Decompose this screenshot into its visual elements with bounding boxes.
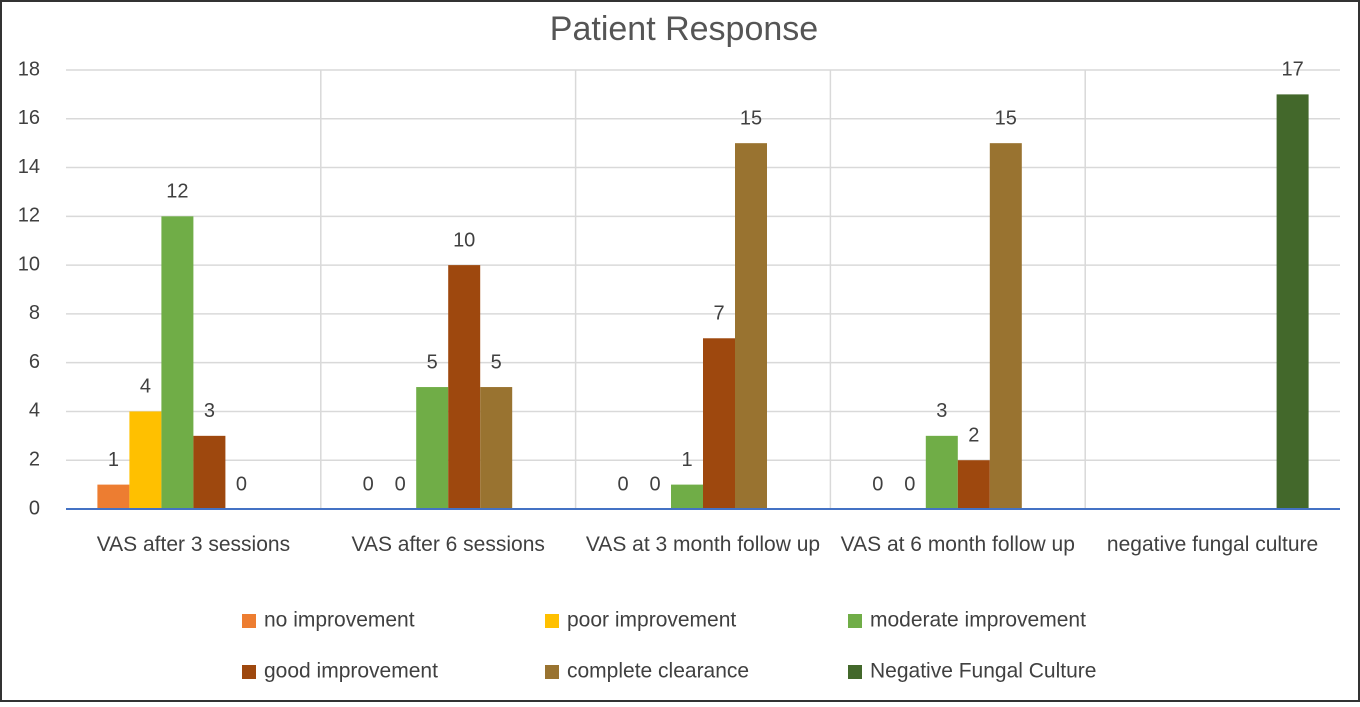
- y-tick-label: 8: [29, 302, 40, 324]
- y-tick-label: 10: [18, 253, 40, 275]
- bar: [925, 435, 958, 509]
- bar: [671, 484, 703, 509]
- data-label: 12: [166, 181, 188, 203]
- y-tick-label: 16: [18, 107, 40, 129]
- data-label: 5: [427, 351, 438, 373]
- data-label: 2: [968, 425, 979, 447]
- legend-label: good improvement: [264, 660, 438, 683]
- data-label: 7: [713, 303, 724, 325]
- x-tick-label: VAS at 6 month follow up: [840, 533, 1075, 556]
- data-label: 0: [236, 473, 247, 495]
- x-tick-label-box: VAS at 6 month follow up: [840, 533, 1075, 556]
- data-label: 5: [491, 351, 502, 373]
- legend-swatch: [545, 614, 559, 628]
- chart-title: Patient Response: [550, 10, 818, 48]
- bar: [480, 387, 513, 509]
- bar: [161, 216, 194, 510]
- data-label: 10: [453, 229, 475, 251]
- y-tick-label: 0: [29, 497, 40, 519]
- legend-label: complete clearance: [567, 660, 749, 683]
- legend-swatch: [242, 665, 256, 679]
- y-tick-label: 6: [29, 351, 40, 373]
- legend-swatch: [242, 614, 256, 628]
- data-label: 1: [681, 449, 692, 471]
- data-label: 0: [904, 473, 915, 495]
- y-tick-label: 4: [29, 400, 40, 422]
- legend-swatch: [545, 665, 559, 679]
- data-label: 15: [995, 107, 1017, 129]
- y-tick-label: 18: [18, 58, 40, 80]
- data-label: 0: [872, 473, 883, 495]
- bar: [448, 265, 481, 509]
- bar: [97, 484, 130, 509]
- legend-label: Negative Fungal Culture: [870, 660, 1096, 683]
- data-label: 15: [740, 107, 762, 129]
- data-label: 3: [936, 400, 947, 422]
- bar: [1276, 94, 1309, 509]
- x-tick-label-box: VAS at 3 month follow up: [585, 533, 821, 556]
- x-tick-label: VAS at 3 month follow up: [585, 533, 821, 556]
- bar: [193, 435, 226, 509]
- data-label: 3: [204, 400, 215, 422]
- x-tick-label: VAS after 6 sessions: [351, 533, 545, 556]
- bar: [989, 143, 1022, 509]
- data-label: 4: [140, 376, 151, 398]
- x-tick-label-box: VAS after 3 sessions: [96, 533, 291, 556]
- y-tick-label: 14: [18, 156, 40, 178]
- x-tick-label: negative fungal culture: [1106, 533, 1319, 556]
- legend-label: no improvement: [264, 609, 415, 632]
- data-label: 17: [1281, 59, 1303, 81]
- x-tick-label: VAS after 3 sessions: [96, 533, 291, 556]
- x-tick-label-box: negative fungal culture: [1106, 533, 1319, 556]
- data-label: 0: [363, 473, 374, 495]
- legend-label: moderate improvement: [870, 609, 1086, 632]
- data-label: 0: [395, 473, 406, 495]
- bar: [416, 387, 449, 509]
- data-label: 0: [649, 473, 660, 495]
- y-tick-label: 12: [18, 205, 40, 227]
- bar: [957, 460, 990, 509]
- legend-swatch: [848, 665, 862, 679]
- data-label: 0: [617, 473, 628, 495]
- legend-label: poor improvement: [567, 609, 736, 632]
- x-tick-label-box: VAS after 6 sessions: [351, 533, 545, 556]
- legend-swatch: [848, 614, 862, 628]
- y-tick-label: 2: [29, 449, 40, 471]
- bar: [735, 143, 767, 509]
- data-label: 1: [108, 449, 119, 471]
- bar: [129, 411, 162, 509]
- bar: [703, 338, 735, 509]
